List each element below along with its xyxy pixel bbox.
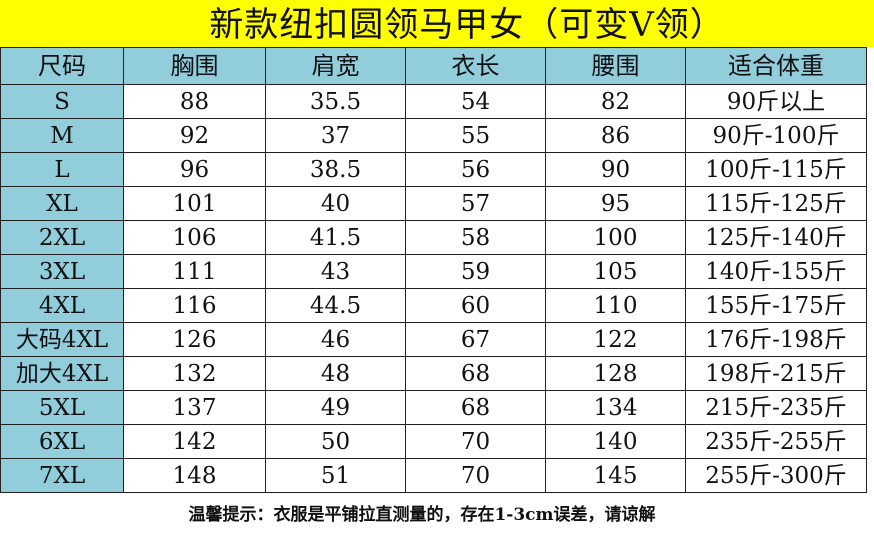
table-row: 3XL 111 43 59 105 140斤-155斤 (0, 254, 867, 289)
table-cell: 58 (405, 220, 546, 255)
table-cell: 92 (123, 118, 266, 153)
table-row: 加大4XL 132 48 68 128 198斤-215斤 (0, 356, 867, 391)
table-cell: 38.5 (265, 152, 406, 187)
table-row: L 96 38.5 56 90 100斤-115斤 (0, 152, 867, 187)
table-cell: 90斤以上 (685, 84, 867, 119)
size-cell: 6XL (0, 424, 124, 459)
table-row: XL 101 40 57 95 115斤-125斤 (0, 186, 867, 221)
table-cell: 110 (545, 288, 686, 323)
table-cell: 137 (123, 390, 266, 425)
table-cell: 90斤-100斤 (685, 118, 867, 153)
table-cell: 134 (545, 390, 686, 425)
table-cell: 145 (545, 458, 686, 493)
table-cell: 111 (123, 254, 266, 289)
table-cell: 82 (545, 84, 686, 119)
table-cell: 155斤-175斤 (685, 288, 867, 323)
table-cell: 44.5 (265, 288, 406, 323)
table-cell: 106 (123, 220, 266, 255)
size-cell: 加大4XL (0, 356, 124, 391)
table-cell: 68 (405, 356, 546, 391)
column-header: 尺码 (0, 47, 124, 85)
table-cell: 51 (265, 458, 406, 493)
table-cell: 132 (123, 356, 266, 391)
table-cell: 86 (545, 118, 686, 153)
table-cell: 116 (123, 288, 266, 323)
column-header: 肩宽 (265, 47, 406, 85)
table-cell: 70 (405, 424, 546, 459)
table-cell: 101 (123, 186, 266, 221)
table-cell: 88 (123, 84, 266, 119)
table-cell: 54 (405, 84, 546, 119)
table-cell: 100斤-115斤 (685, 152, 867, 187)
table-cell: 60 (405, 288, 546, 323)
measurement-note: 温馨提示：衣服是平铺拉直测量的，存在1-3cm误差，请谅解 (188, 505, 656, 525)
table-cell: 140 (545, 424, 686, 459)
table-cell: 35.5 (265, 84, 406, 119)
size-cell: XL (0, 186, 124, 221)
table-cell: 55 (405, 118, 546, 153)
table-cell: 90 (545, 152, 686, 187)
table-cell: 100 (545, 220, 686, 255)
table-cell: 41.5 (265, 220, 406, 255)
table-cell: 115斤-125斤 (685, 186, 867, 221)
table-cell: 48 (265, 356, 406, 391)
column-header: 衣长 (405, 47, 546, 85)
table-cell: 142 (123, 424, 266, 459)
size-cell: 5XL (0, 390, 124, 425)
table-cell: 255斤-300斤 (685, 458, 867, 493)
table-cell: 148 (123, 458, 266, 493)
table-cell: 122 (545, 322, 686, 357)
table-cell: 105 (545, 254, 686, 289)
table-cell: 59 (405, 254, 546, 289)
table-cell: 40 (265, 186, 406, 221)
table-cell: 126 (123, 322, 266, 357)
table-cell: 49 (265, 390, 406, 425)
table-cell: 128 (545, 356, 686, 391)
column-header: 腰围 (545, 47, 686, 85)
table-cell: 67 (405, 322, 546, 357)
size-cell: 7XL (0, 458, 124, 493)
table-cell: 215斤-235斤 (685, 390, 867, 425)
table-cell: 46 (265, 322, 406, 357)
table-row: 大码4XL 126 46 67 122 176斤-198斤 (0, 322, 867, 357)
table-row: 4XL 116 44.5 60 110 155斤-175斤 (0, 288, 867, 323)
table-cell: 125斤-140斤 (685, 220, 867, 255)
header-row: 尺码 胸围 肩宽 衣长 腰围 适合体重 (0, 47, 867, 85)
table-cell: 198斤-215斤 (685, 356, 867, 391)
column-header: 胸围 (123, 47, 266, 85)
table-row: 2XL 106 41.5 58 100 125斤-140斤 (0, 220, 867, 255)
size-cell: 2XL (0, 220, 124, 255)
table-cell: 68 (405, 390, 546, 425)
table-cell: 235斤-255斤 (685, 424, 867, 459)
table-cell: 70 (405, 458, 546, 493)
table-cell: 43 (265, 254, 406, 289)
table-row: 5XL 137 49 68 134 215斤-235斤 (0, 390, 867, 425)
table-cell: 37 (265, 118, 406, 153)
table-cell: 176斤-198斤 (685, 322, 867, 357)
table-cell: 56 (405, 152, 546, 187)
table-cell: 57 (405, 186, 546, 221)
table-cell: 95 (545, 186, 686, 221)
table-row: 6XL 142 50 70 140 235斤-255斤 (0, 424, 867, 459)
size-cell: L (0, 152, 124, 187)
size-cell: 大码4XL (0, 322, 124, 357)
size-cell: M (0, 118, 124, 153)
table-row: M 92 37 55 86 90斤-100斤 (0, 118, 867, 153)
size-cell: 4XL (0, 288, 124, 323)
table-row: 7XL 148 51 70 145 255斤-300斤 (0, 458, 867, 493)
table-cell: 140斤-155斤 (685, 254, 867, 289)
table-row: S 88 35.5 54 82 90斤以上 (0, 84, 867, 119)
size-cell: S (0, 84, 124, 119)
size-chart-table: 尺码 胸围 肩宽 衣长 腰围 适合体重 S 88 35.5 54 82 90斤以上 M 92 37 55 86 9… (0, 47, 867, 493)
size-cell: 3XL (0, 254, 124, 289)
column-header: 适合体重 (685, 47, 867, 85)
table-cell: 50 (265, 424, 406, 459)
page-title: 新款纽扣圆领马甲女（可变V领） (0, 0, 874, 47)
table-cell: 96 (123, 152, 266, 187)
